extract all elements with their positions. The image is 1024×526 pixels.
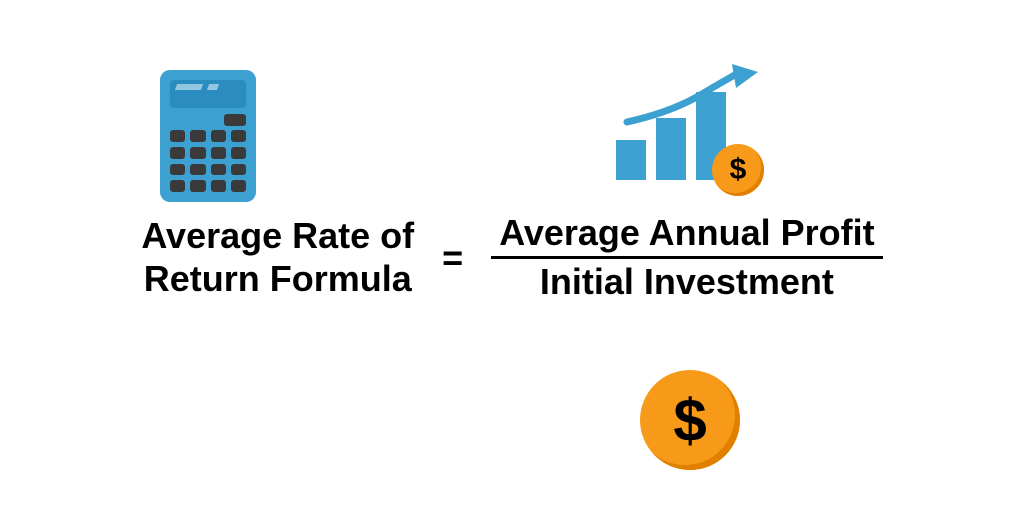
calculator-key <box>170 180 185 192</box>
calculator-key <box>231 164 246 176</box>
calculator-key <box>170 130 185 142</box>
calculator-key <box>190 147 205 159</box>
denominator: Initial Investment <box>532 259 842 305</box>
dollar-coin-small-icon: $ <box>712 144 764 196</box>
calculator-key <box>190 130 205 142</box>
formula-row: Average Rate of Return Formula = Average… <box>0 210 1024 305</box>
calculator-key <box>211 147 226 159</box>
chart-bar <box>656 118 686 180</box>
calculator-key <box>211 130 226 142</box>
calculator-key <box>190 180 205 192</box>
lhs-line1: Average Rate of <box>141 215 414 257</box>
numerator: Average Annual Profit <box>491 210 882 256</box>
calculator-key <box>190 164 205 176</box>
calculator-key <box>231 130 246 142</box>
dollar-coin-large-icon: $ <box>640 370 740 470</box>
calculator-key <box>170 147 185 159</box>
calculator-key <box>211 180 226 192</box>
chart-bar <box>616 140 646 180</box>
calculator-screen <box>170 80 246 108</box>
calculator-side-key <box>224 114 246 126</box>
lhs-line2: Return Formula <box>141 258 414 300</box>
calculator-key <box>231 180 246 192</box>
equals-sign: = <box>442 237 463 279</box>
calculator-key <box>211 164 226 176</box>
growth-chart-icon: $ <box>610 70 760 200</box>
chart-bars <box>616 92 726 180</box>
calculator-key <box>170 164 185 176</box>
calculator-keypad <box>170 130 246 192</box>
calculator-icon <box>160 70 256 202</box>
formula-lhs: Average Rate of Return Formula <box>141 215 414 300</box>
calculator-key <box>231 147 246 159</box>
formula-fraction: Average Annual Profit Initial Investment <box>491 210 882 305</box>
